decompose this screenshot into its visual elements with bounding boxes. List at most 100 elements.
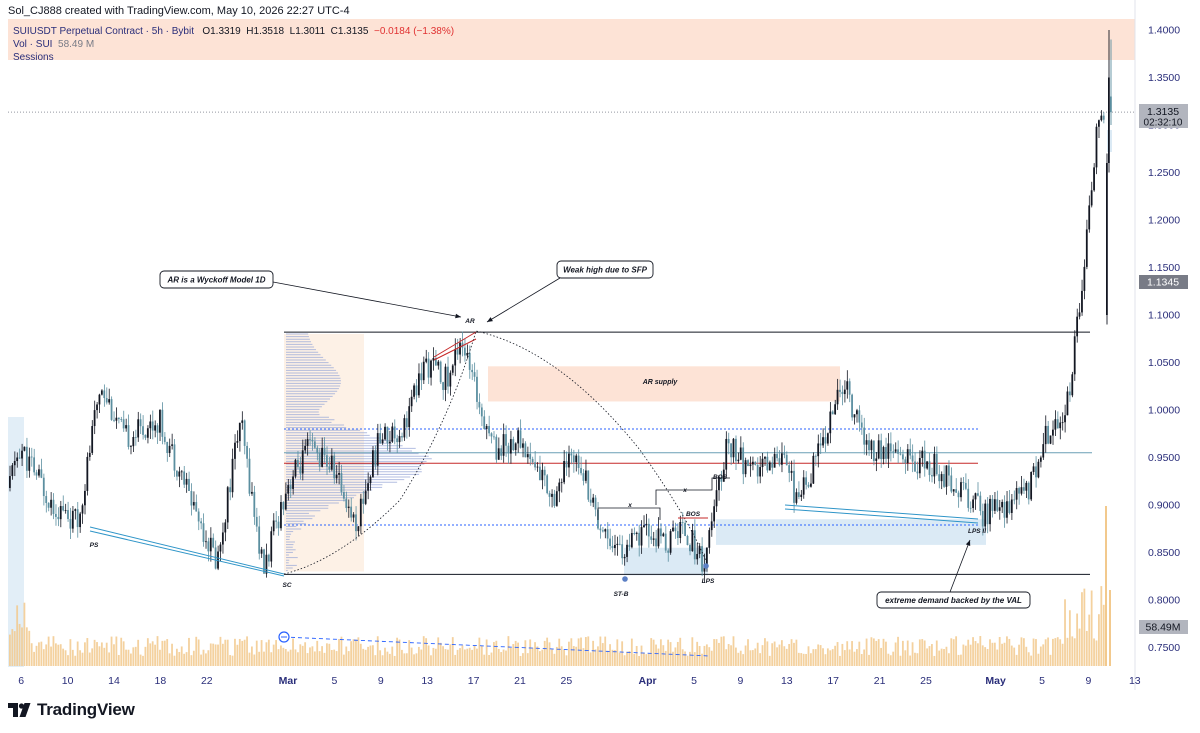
ps-sc-trendline-2[interactable] [90,531,284,576]
volume-bar [718,643,720,666]
tradingview-logo[interactable]: TradingView [8,700,135,720]
candle-body [771,462,773,467]
candle-body [907,449,909,463]
label-ps[interactable]: PS [90,542,99,549]
candle-body [111,399,113,420]
volume-bar [205,653,207,666]
volume-bar [960,655,962,666]
volume-bar [675,647,677,666]
volume-bar [716,639,718,666]
volume-bar [67,655,69,666]
candle-body [377,433,379,466]
candle-body [428,359,430,378]
candle-body [1062,422,1064,423]
candle-body [764,457,766,459]
label-lps-ii[interactable]: LPS II [968,528,986,535]
volume-bar [488,655,490,666]
volume-bar [902,641,904,666]
label-x-1[interactable]: x [627,502,632,509]
volume-bar [946,647,948,666]
candle-body [253,492,255,517]
volume-bar [321,646,323,666]
candle-body [72,511,74,529]
bos-structure-1[interactable] [598,508,660,520]
volume-bar [382,655,384,666]
lps-ii-trendline-1[interactable] [785,505,978,519]
candle-body [677,531,679,538]
volume-bar [16,605,18,666]
candle-body [28,457,30,471]
candle-body [803,477,805,494]
volume-bar [183,654,185,666]
candle-body [113,420,115,421]
legend-sessions-row: Sessions [13,52,54,63]
candle-body [844,390,846,394]
label-st-b[interactable]: ST-B [614,591,629,598]
volume-bar [866,639,868,666]
candle-body [251,492,253,494]
candle-body [270,531,272,561]
candle-body [890,443,892,451]
candle-body [791,471,793,473]
candle-body [350,507,352,518]
volume-bar [251,646,253,666]
candle-body [667,551,669,553]
volume-bar [399,640,401,666]
time-axis-tick: 13 [781,675,793,687]
label-ar[interactable]: AR [464,318,475,325]
label-x-2[interactable]: x [682,487,687,494]
volume-bar [641,646,643,666]
volume-bar [783,646,785,666]
candle-body [962,482,964,483]
candle-body [919,458,921,473]
volume-bar [517,643,519,666]
label-bos-2[interactable]: BOS [686,511,701,518]
volume-bar [880,648,882,666]
candle-body [658,528,660,546]
volume-bar [384,648,386,666]
legend-sessions[interactable]: Sessions [13,52,54,63]
candle-body [229,487,231,492]
volume-bar [1023,638,1025,666]
candle-body [650,536,652,539]
candle-body [430,361,432,378]
candle-body [24,447,26,451]
volume-bar [609,644,611,666]
lps-demand-zone[interactable] [716,519,986,545]
legend-symbol[interactable]: SUIUSDT Perpetual Contract · 5h · Bybit [13,26,194,37]
candle-body [273,521,275,532]
volume-bar [159,650,161,666]
label-bos-1[interactable]: BOS [713,474,728,481]
volume-bar [904,650,906,666]
volume-bar [583,648,585,666]
st-b-pivot-dot[interactable] [622,576,628,582]
legend-change: −0.0184 (−1.38%) [374,26,454,37]
volume-bar [1074,638,1076,666]
legend-volume-label[interactable]: Vol · SUI [13,39,52,50]
volume-bar [28,631,30,666]
candle-body [118,418,120,419]
volume-bar [662,645,664,666]
candle-body [965,483,967,489]
volume-bar [541,650,543,666]
volume-bar [203,650,205,666]
label-sc[interactable]: SC [282,582,291,589]
price-axis-tick: 0.8000 [1148,595,1180,607]
candle-body [541,470,543,480]
volume-bar [766,641,768,666]
volume-bar [1016,655,1018,666]
label-ar-supply[interactable]: AR supply [642,379,679,386]
volume-bar [750,650,752,666]
price-axis-tick: 1.1500 [1148,262,1180,274]
lps-pivot-dot[interactable] [703,563,709,569]
candle-body [101,390,103,394]
candle-body [897,449,899,453]
volume-bar [53,636,55,666]
volume-bar [914,653,916,666]
candle-body [783,453,785,455]
candle-body [900,454,902,455]
label-lps[interactable]: LPS [702,578,715,585]
ps-sc-trendline-1[interactable] [90,527,284,574]
volume-bar [665,651,667,666]
